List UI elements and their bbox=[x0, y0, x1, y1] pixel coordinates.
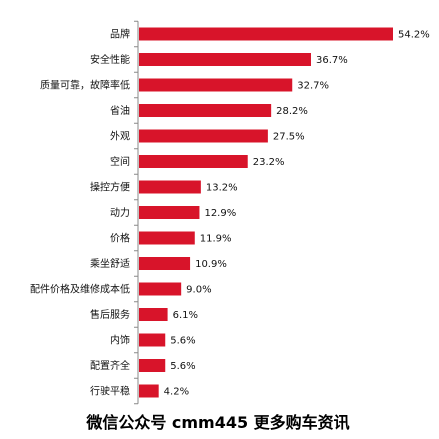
value-label: 13.2% bbox=[206, 183, 238, 194]
bar bbox=[139, 333, 166, 347]
bar bbox=[139, 78, 293, 92]
category-label: 质量可靠，故障率低 bbox=[40, 79, 130, 92]
bar bbox=[139, 53, 311, 66]
bar bbox=[139, 282, 182, 296]
value-label: 27.5% bbox=[273, 132, 305, 143]
category-label: 价格 bbox=[110, 232, 130, 245]
value-label: 6.1% bbox=[173, 310, 198, 321]
watermark-text: 微信公众号 cmm445 更多购车资讯 bbox=[85, 413, 349, 432]
category-label: 配置齐全 bbox=[90, 359, 130, 372]
bar bbox=[139, 257, 191, 270]
category-label: 售后服务 bbox=[90, 308, 130, 321]
category-label: 品牌 bbox=[110, 28, 130, 41]
category-label: 外观 bbox=[110, 131, 130, 143]
bar bbox=[139, 384, 159, 398]
category-label: 配件价格及维修成本低 bbox=[30, 283, 130, 296]
value-label: 10.9% bbox=[195, 259, 227, 270]
bar bbox=[139, 104, 272, 117]
category-label: 动力 bbox=[110, 206, 130, 219]
category-label: 乘坐舒适 bbox=[90, 257, 130, 270]
labels-layer: 品牌 54.2% 安全性能 36.7% 质量可靠，故障率低 32.7% 省油 28.2% 外观 2… bbox=[30, 20, 430, 405]
bar bbox=[139, 231, 195, 245]
value-label: 12.9% bbox=[204, 208, 236, 219]
bar bbox=[139, 129, 268, 143]
bar bbox=[139, 359, 166, 372]
category-label: 行驶平稳 bbox=[90, 385, 130, 398]
value-label: 4.2% bbox=[164, 387, 189, 398]
category-label: 操控方便 bbox=[90, 181, 130, 194]
bars-layer bbox=[139, 27, 393, 398]
bar bbox=[139, 180, 201, 194]
value-label: 23.2% bbox=[253, 157, 285, 168]
bar bbox=[139, 206, 200, 219]
value-label: 36.7% bbox=[316, 55, 348, 66]
value-label: 32.7% bbox=[297, 81, 329, 92]
value-label: 5.6% bbox=[170, 361, 195, 372]
bar bbox=[139, 155, 248, 168]
value-label: 54.2% bbox=[398, 30, 430, 41]
category-label: 内饰 bbox=[110, 334, 130, 347]
category-label: 空间 bbox=[110, 155, 130, 168]
value-label: 28.2% bbox=[276, 106, 308, 117]
bar bbox=[139, 308, 168, 321]
category-label: 省油 bbox=[110, 104, 130, 117]
value-label: 11.9% bbox=[200, 234, 232, 245]
value-label: 5.6% bbox=[170, 336, 195, 347]
bar bbox=[139, 27, 393, 41]
value-label: 9.0% bbox=[186, 285, 211, 296]
category-label: 安全性能 bbox=[90, 53, 130, 66]
